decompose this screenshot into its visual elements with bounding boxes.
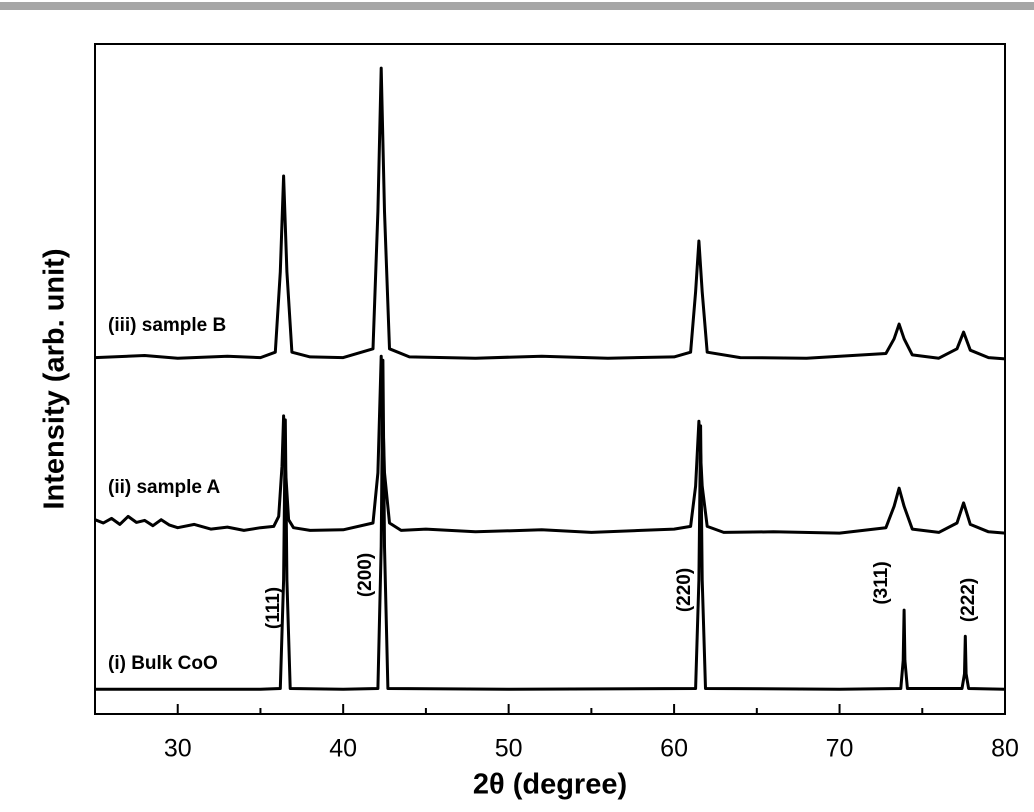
x-tick-label: 40 <box>329 735 357 763</box>
x-tick-label: 30 <box>164 735 192 763</box>
peak-label: (200) <box>355 553 376 597</box>
peak-label: (311) <box>871 561 892 604</box>
peak-label: (111) <box>263 587 284 629</box>
x-tick-label: 70 <box>826 735 854 763</box>
series-label: (iii) sample B <box>108 315 226 336</box>
peak-label: (222) <box>958 578 979 622</box>
series-label: (i) Bulk CoO <box>108 653 218 674</box>
x-tick-label: 60 <box>660 735 688 763</box>
y-axis-title: Intensity (arb. unit) <box>39 249 71 510</box>
series-line <box>94 66 1006 361</box>
x-axis-title: 2θ (degree) <box>473 769 627 801</box>
series-label: (ii) sample A <box>108 477 221 498</box>
peak-label: (220) <box>674 568 695 612</box>
series-line <box>95 358 1006 691</box>
top-bar <box>0 2 1034 10</box>
x-tick-label: 50 <box>495 735 523 763</box>
series-line <box>94 354 1006 535</box>
x-tick-label: 80 <box>991 735 1019 763</box>
plot-frame <box>94 43 1006 715</box>
